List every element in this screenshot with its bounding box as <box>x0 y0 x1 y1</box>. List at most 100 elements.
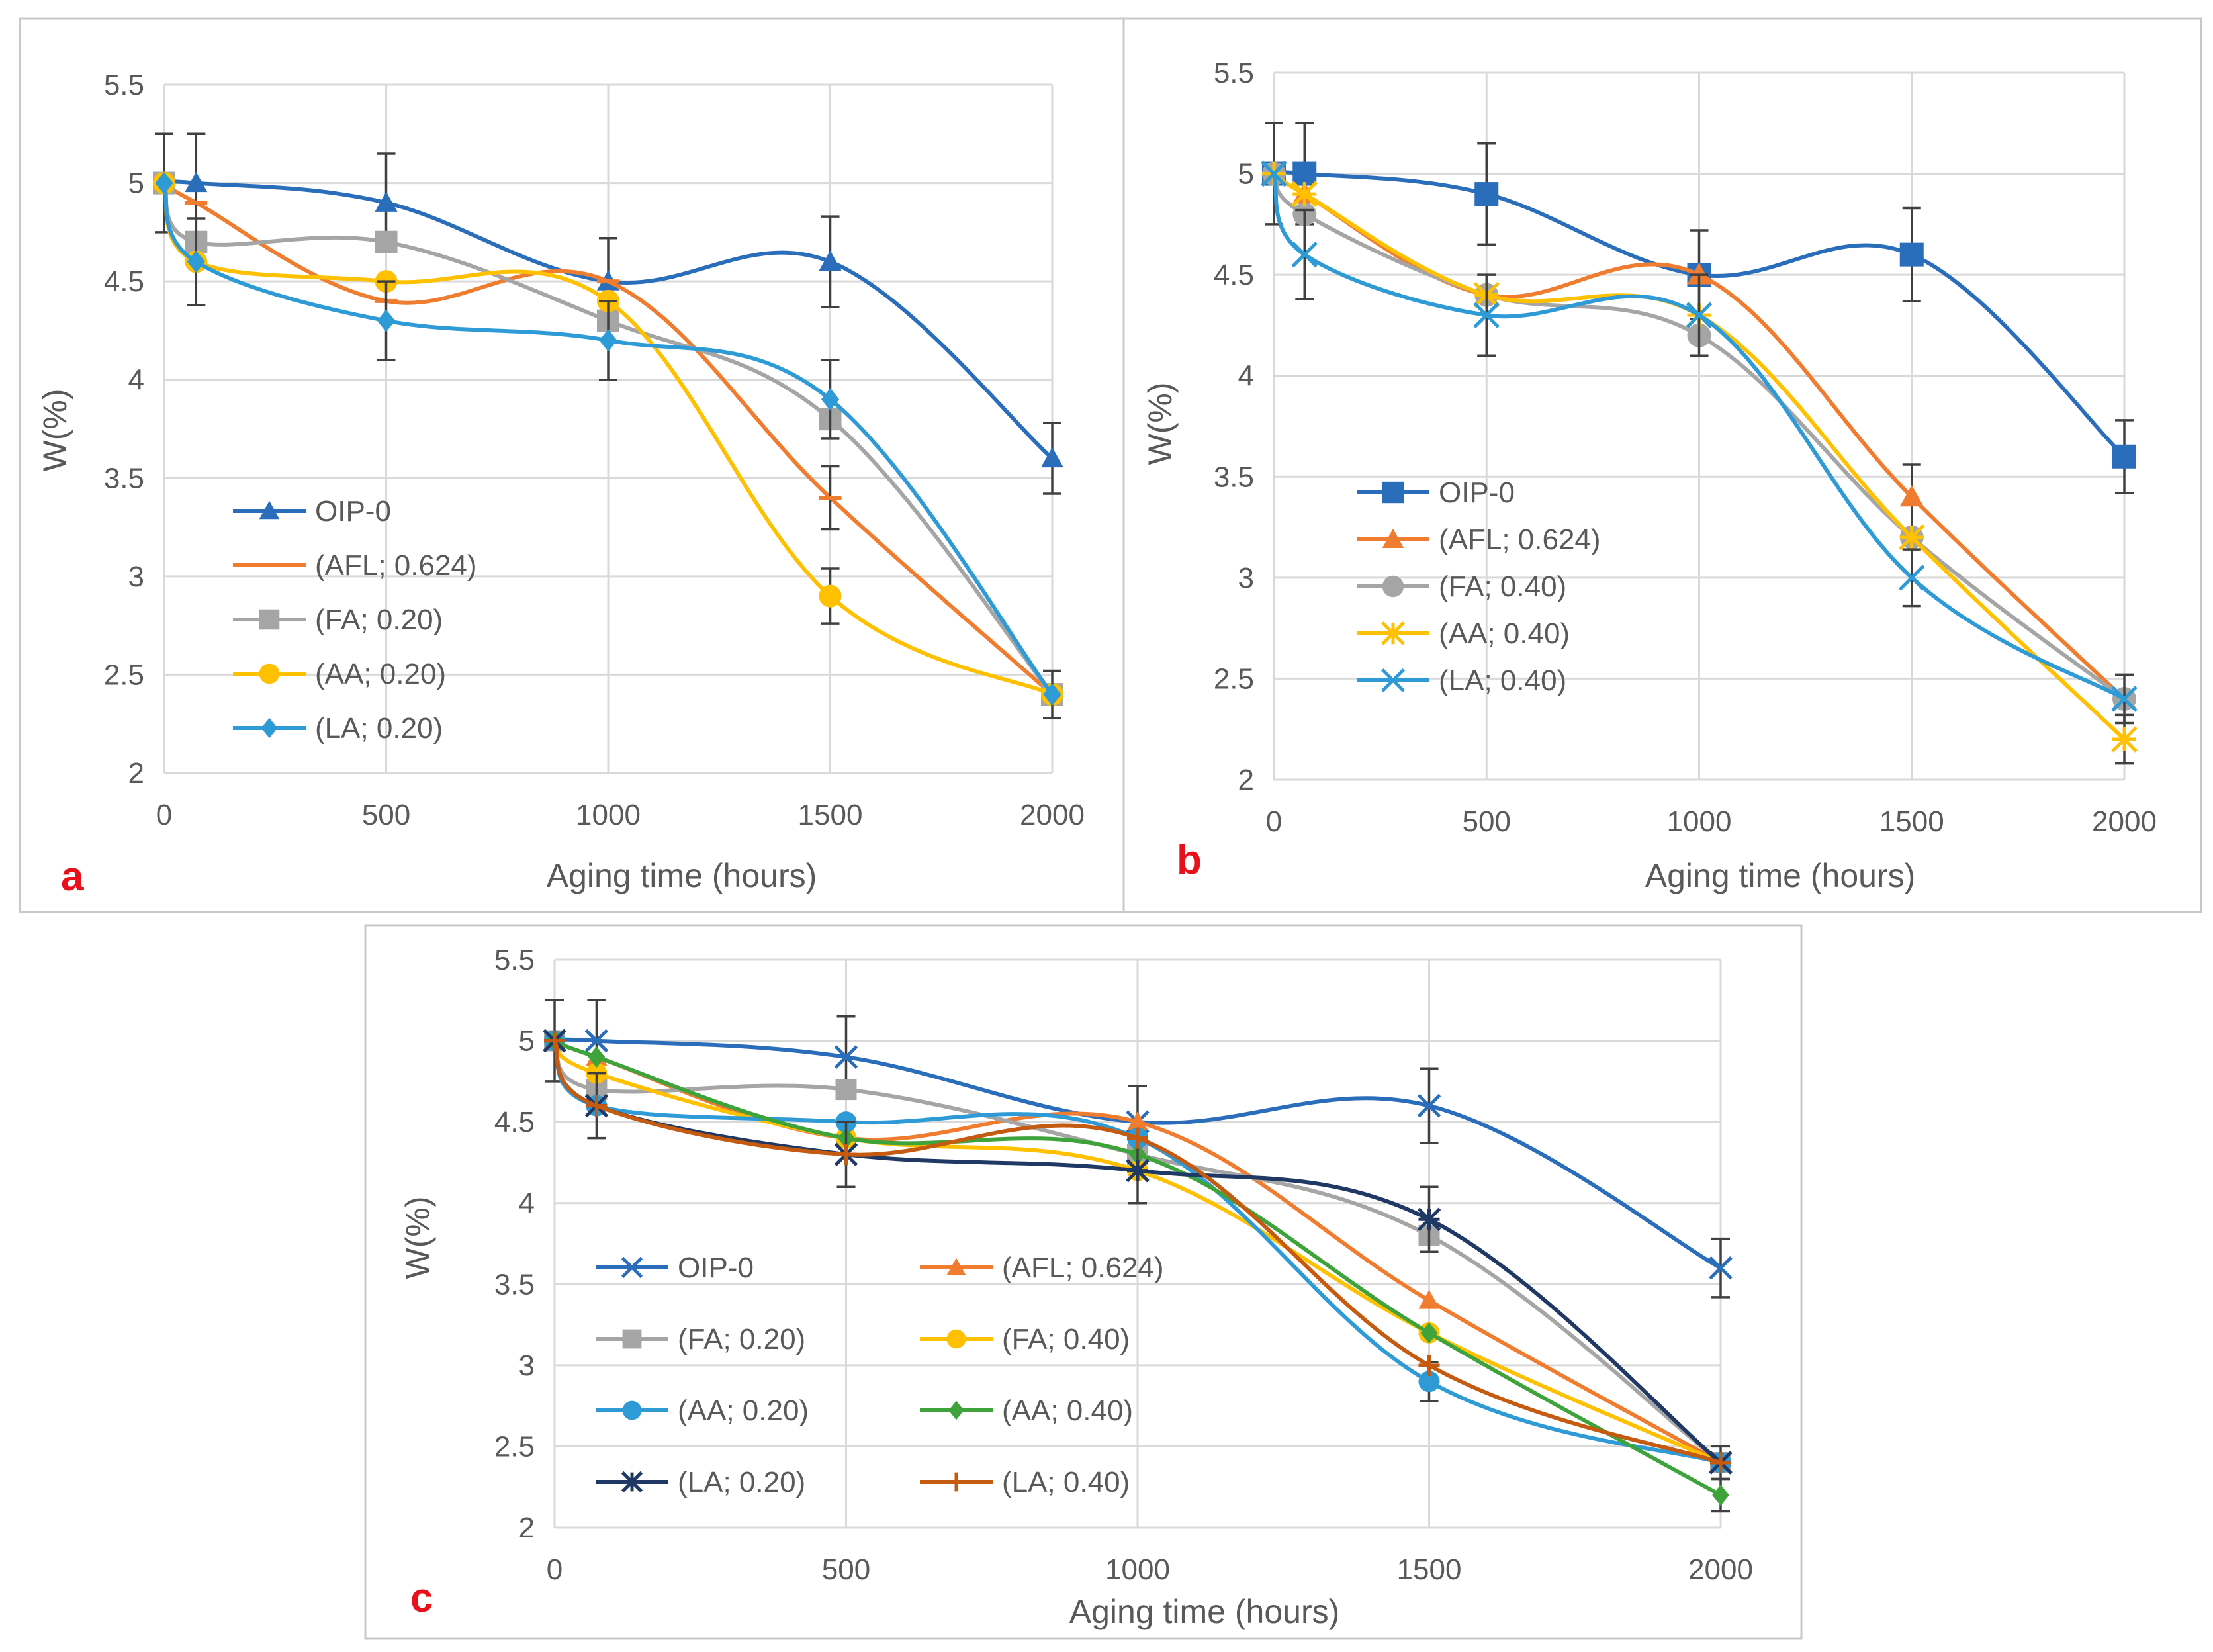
series-la-0-20 <box>155 171 1061 719</box>
series-line <box>162 179 1054 461</box>
legend-marker <box>259 609 280 630</box>
panel-a-x-axis-title: Aging time (hours) <box>547 857 817 894</box>
legend-label: (LA; 0.20) <box>315 712 443 745</box>
y-tick-label: 3.5 <box>1214 461 1254 493</box>
legend-item: OIP-0 <box>596 1252 754 1284</box>
y-tick-label: 4.5 <box>1214 259 1254 291</box>
legend-marker <box>621 1256 643 1279</box>
legend-marker <box>946 1329 966 1349</box>
y-tick-label: 5 <box>519 1025 535 1058</box>
data-point <box>375 191 398 212</box>
x-tick-label: 500 <box>1463 805 1511 838</box>
series-line <box>553 1038 1723 1497</box>
series-la-0-40 <box>544 1030 1731 1473</box>
legend-item: (AA; 0.40) <box>920 1395 1133 1427</box>
x-tick-label: 1000 <box>1105 1553 1170 1586</box>
panel-a-series <box>153 132 1063 719</box>
data-point <box>819 250 842 271</box>
legend-marker <box>622 1400 642 1420</box>
data-point <box>1712 1484 1729 1506</box>
panel-a-legend: OIP-0 (AFL; 0.624) (FA; 0.20) (AA; 0.20) (LA… <box>233 495 477 745</box>
x-tick-label: 2000 <box>1688 1553 1753 1586</box>
data-point <box>1474 182 1499 206</box>
legend-label: (AFL; 0.624) <box>315 549 477 582</box>
data-point <box>1709 1256 1733 1280</box>
x-tick-label: 1000 <box>576 799 641 831</box>
data-point <box>1898 524 1925 551</box>
legend-label: (LA; 0.20) <box>678 1466 805 1498</box>
panel-a-label: a <box>61 854 84 899</box>
legend-label: (AFL; 0.624) <box>1439 524 1601 556</box>
series-la-0-40 <box>1261 160 2138 725</box>
series-line <box>1272 170 2126 459</box>
y-tick-label: 3 <box>128 561 144 593</box>
y-tick-label: 2.5 <box>1214 663 1254 695</box>
legend-marker <box>1381 668 1405 692</box>
legend-marker <box>946 1472 966 1492</box>
x-tick-label: 500 <box>822 1553 870 1586</box>
legend-label: OIP-0 <box>315 495 391 528</box>
data-point <box>819 584 842 608</box>
data-point <box>187 250 205 273</box>
data-point <box>834 1045 858 1069</box>
data-point <box>1418 1289 1440 1309</box>
series-line <box>553 1038 1723 1465</box>
legend-item: (LA; 0.40) <box>920 1466 1130 1498</box>
data-point <box>544 1030 565 1052</box>
x-tick-label: 500 <box>362 799 410 831</box>
legend-label: (LA; 0.40) <box>1002 1466 1130 1498</box>
legend-marker <box>621 1471 643 1493</box>
legend-label: (FA; 0.40) <box>1002 1323 1130 1355</box>
legend-marker <box>259 500 280 520</box>
panel-b-series <box>1261 122 2138 765</box>
data-point <box>2111 686 2138 712</box>
data-point <box>1292 161 1317 186</box>
series-line <box>1272 171 2126 701</box>
series-line <box>162 181 1054 697</box>
x-tick-label: 1500 <box>1397 1553 1462 1586</box>
series-line <box>553 1038 1723 1465</box>
legend-label: OIP-0 <box>678 1252 754 1284</box>
y-tick-label: 4 <box>128 364 144 396</box>
legend-label: (LA; 0.40) <box>1439 665 1566 697</box>
legend-item: OIP-0 <box>1357 477 1515 509</box>
panel-c-tick-labels: 2 2.5 3 3.5 4 4.5 5 5.5 0 500 1000 1500 2000 <box>494 944 1753 1586</box>
data-point <box>1127 1127 1148 1149</box>
data-point <box>2111 726 2138 753</box>
x-tick-label: 1500 <box>1879 805 1944 838</box>
data-point <box>1417 1207 1441 1231</box>
data-point <box>1898 565 1925 591</box>
series-line <box>553 1038 1723 1465</box>
legend-marker <box>1382 481 1404 504</box>
series-line <box>162 181 1054 697</box>
y-tick-label: 3 <box>519 1350 535 1382</box>
legend-item: (LA; 0.20) <box>596 1466 805 1498</box>
panel-c-label: c <box>410 1575 433 1621</box>
data-point <box>377 309 396 332</box>
y-tick-label: 2 <box>128 757 144 790</box>
data-point <box>1687 263 1711 285</box>
y-tick-label: 5.5 <box>104 69 144 101</box>
legend-item: (AFL; 0.624) <box>920 1252 1164 1284</box>
data-point <box>1043 683 1061 706</box>
panel-b-frame <box>1122 17 2202 913</box>
panel-b-legend: OIP-0 (AFL; 0.624) (FA; 0.40) (AA; 0.40) (LA… <box>1357 477 1601 697</box>
legend-label: (FA; 0.20) <box>678 1323 805 1355</box>
data-point <box>586 1095 608 1117</box>
panel-b-tick-labels: 2 2.5 3 3.5 4 4.5 5 5.5 0 500 1000 1500 2000 <box>1214 57 2157 838</box>
panel-a-frame <box>19 17 1125 913</box>
legend-item: (LA; 0.40) <box>1357 665 1566 697</box>
legend-marker <box>946 1258 966 1275</box>
legend-label: (AA; 0.20) <box>315 658 446 690</box>
x-tick-label: 2000 <box>1020 799 1085 831</box>
data-point <box>584 1029 609 1053</box>
x-tick-label: 2000 <box>2092 805 2157 838</box>
data-point <box>835 1079 857 1101</box>
y-tick-label: 2 <box>519 1512 535 1544</box>
y-tick-label: 5 <box>128 167 144 200</box>
x-tick-label: 0 <box>156 799 172 831</box>
data-point <box>375 230 398 253</box>
data-point <box>1710 1451 1731 1473</box>
legend-marker <box>1382 575 1404 598</box>
